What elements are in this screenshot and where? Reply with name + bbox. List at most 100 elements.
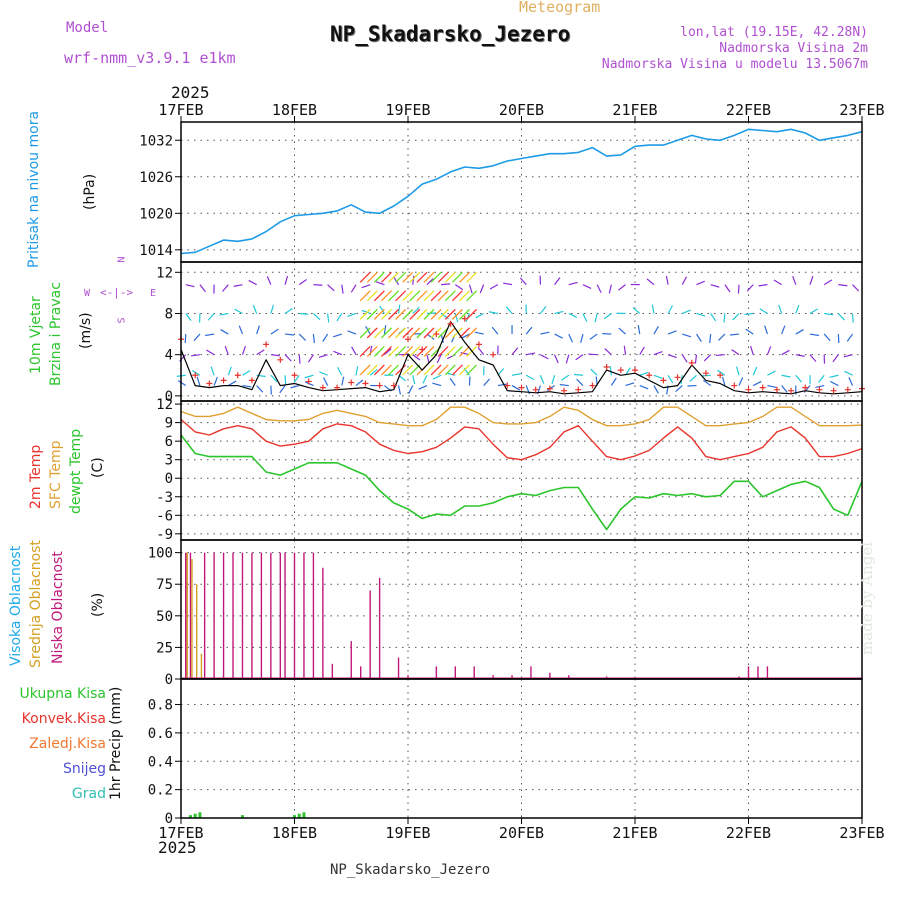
wind-arrow: [359, 345, 371, 357]
wind-arrow: [459, 345, 470, 357]
wind-arrow: [355, 379, 364, 387]
wind-arrow: [590, 368, 598, 376]
wind-arrow: [355, 366, 359, 376]
wind-arrow: [767, 384, 777, 389]
gust-marker: [405, 336, 411, 343]
wind-arrow: [423, 290, 435, 302]
wind-arrow: [781, 374, 791, 378]
wind-arrow: [412, 275, 415, 285]
low-cloud-ylabel: Niska Oblacnost: [50, 551, 66, 664]
gust-marker: [532, 386, 539, 393]
wind-arrow: [709, 334, 712, 344]
wind-arrow: [426, 312, 436, 315]
wind-arrow: [731, 349, 740, 356]
wind-arrow: [397, 385, 401, 395]
wind-arrow: [359, 308, 371, 320]
wind-arrow: [393, 276, 400, 285]
wind-arrow: [778, 304, 783, 314]
wind-arrow: [818, 374, 825, 383]
wind-arrow: [489, 284, 499, 290]
wind-arrow: [380, 327, 392, 339]
wind-arrow: [402, 345, 414, 357]
wind-arrow: [373, 327, 385, 339]
wind-arrow: [451, 308, 463, 320]
wind-arrow: [451, 271, 463, 283]
y-tick-label: 4: [165, 348, 173, 364]
wind-arrow: [388, 364, 400, 376]
dewpt-line: [180, 434, 863, 531]
gust-marker: [334, 384, 341, 391]
wind-arrow: [361, 309, 371, 315]
wind-arrow: [573, 373, 584, 376]
gust-marker: [376, 382, 383, 389]
wind-arrow: [270, 374, 278, 383]
gust-marker: [816, 386, 823, 393]
wind-arrow: [242, 384, 252, 388]
wind-arrow: [551, 375, 556, 385]
wind-arrow: [468, 284, 473, 294]
y-tick-label: 1014: [139, 243, 173, 259]
gust-marker: [788, 387, 795, 394]
wind-arrow: [241, 345, 246, 355]
model-elevation-text: Nadmorska Visina u modelu 13.5067m: [601, 57, 868, 72]
wind-arrow: [270, 304, 275, 314]
wind-arrow: [511, 347, 519, 356]
wind-arrow: [191, 369, 201, 376]
wind-arrow: [304, 374, 314, 379]
wind-arrow: [483, 378, 491, 386]
wind-arrow: [710, 284, 720, 288]
wind-arrow: [519, 277, 527, 286]
wind-arrow: [745, 328, 754, 335]
wind-arrow: [432, 382, 442, 387]
wind-arrow: [773, 279, 782, 286]
wind-arrow: [409, 345, 421, 357]
wind-arrow: [402, 308, 414, 320]
y-tick-label: 3: [165, 453, 173, 469]
wind-arrow: [639, 371, 649, 376]
wind-arrow: [299, 312, 309, 315]
wind-arrow: [347, 312, 357, 317]
wind-arrow: [440, 333, 445, 343]
x-tick-label-top: 23FEB: [839, 101, 884, 119]
wind-arrow: [242, 370, 251, 376]
temp2m-ylabel: 2m Temp: [28, 444, 44, 509]
wind-arrow: [193, 333, 201, 342]
wind-arrow: [565, 354, 570, 364]
wind-arrow: [409, 308, 421, 320]
wind-arrow: [395, 290, 407, 302]
wind-arrow: [781, 385, 788, 393]
wind-arrow: [559, 384, 569, 387]
lonlat-text: lon,lat (19.15E, 42.28N): [680, 25, 868, 40]
wind-arrow: [409, 290, 421, 302]
wind-arrow: [402, 271, 414, 283]
wind-arrow: [373, 345, 385, 357]
wind-arrow: [409, 271, 421, 283]
wind-arrow: [437, 327, 449, 339]
y-tick-label: 0: [165, 471, 173, 487]
wind-arrow: [284, 275, 289, 285]
gust-marker: [674, 374, 681, 381]
wind-arrow: [823, 279, 833, 286]
wind-arrow: [373, 290, 385, 302]
wind-arrow: [781, 325, 786, 335]
wind-arrow: [792, 275, 797, 285]
wind-arrow: [454, 284, 464, 291]
wind-arrow: [851, 313, 854, 323]
wind-arrow: [304, 381, 314, 387]
wind-arrow: [576, 378, 584, 386]
gust-marker: [433, 331, 440, 338]
wind-speed-line: [180, 321, 863, 395]
wind-arrow: [540, 354, 549, 360]
pressure-unit: (hPa): [82, 173, 98, 210]
wind-arrow: [717, 369, 726, 376]
wind-arrow: [846, 333, 854, 342]
wind-arrow: [444, 308, 456, 320]
gust-marker: [220, 377, 227, 384]
wind-arrow: [479, 284, 485, 294]
wind-arrow: [475, 312, 484, 319]
gust-marker: [802, 384, 809, 391]
legend-freezing-rain: Zaledj.Kisa: [29, 736, 106, 752]
wind-arrow: [844, 370, 853, 376]
gust-marker: [646, 372, 653, 379]
wind-arrow: [219, 312, 229, 316]
